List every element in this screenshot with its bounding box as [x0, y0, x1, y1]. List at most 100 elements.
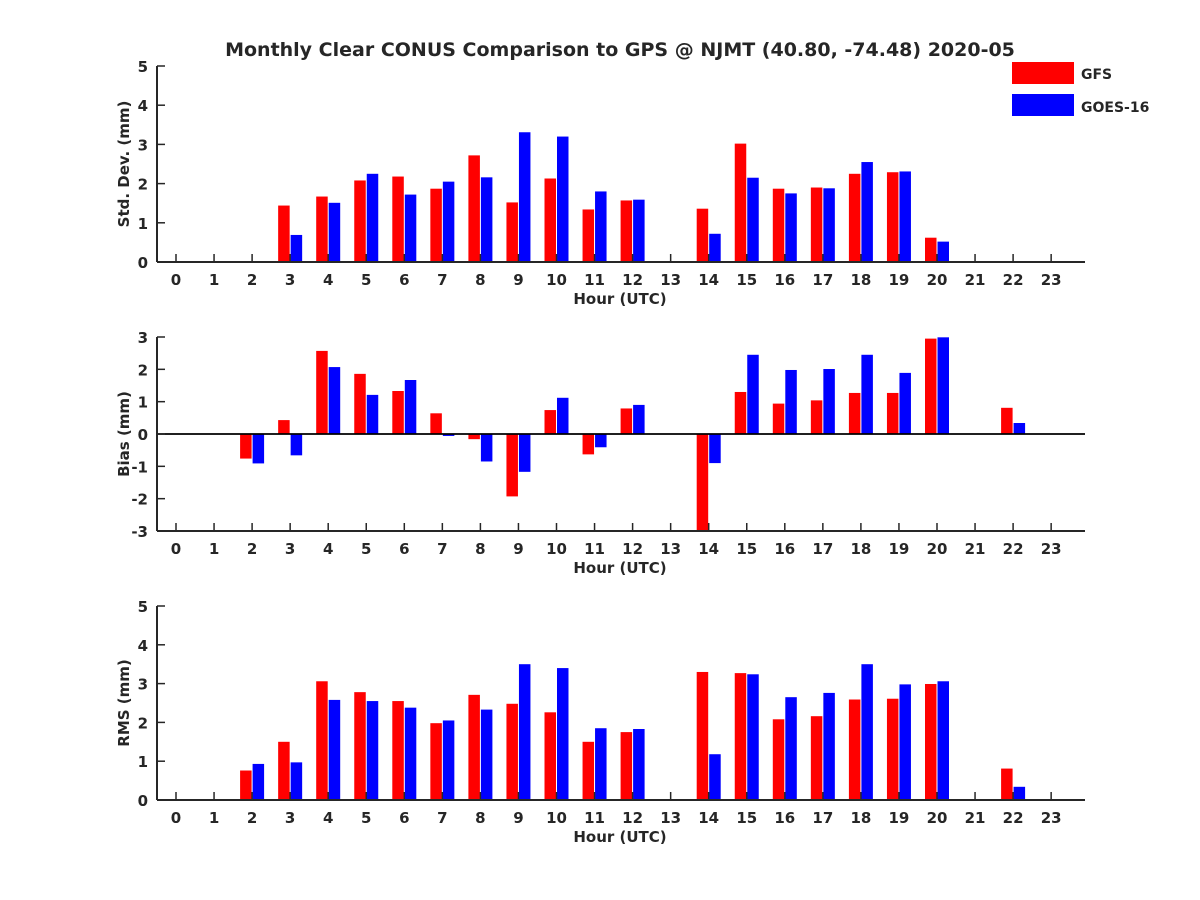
bias-x-tick-label: 15	[736, 540, 757, 558]
bias-x-tick-label: 18	[850, 540, 871, 558]
rms-bar-goes16-9	[518, 664, 531, 800]
rms-x-tick-label: 23	[1041, 809, 1062, 827]
rms-bar-goes16-2	[252, 763, 265, 800]
std-dev-bar-goes16-5	[366, 173, 379, 262]
rms-bar-goes16-11	[595, 728, 607, 800]
bias-bar-gfs-22	[1001, 407, 1013, 434]
bias-bar-goes16-11	[595, 434, 607, 448]
bias-bar-goes16-3	[290, 434, 303, 456]
bias-x-tick-label: 20	[927, 540, 948, 558]
std-dev-bar-gfs-16	[772, 188, 785, 262]
std-dev-y-tick-label: 3	[138, 136, 148, 154]
bias-x-tick-label: 2	[247, 540, 257, 558]
rms-panel: 0 1 2 3 4 5 6 7 8 9 10 11 12 13 14 15 16 17 18 19 20 21 22 2301…	[115, 598, 1085, 846]
std-dev-panel: 0 1 2 3 4 5 6 7 8 9 10 11 12 13 14 15 16 17 18 19 20 21 22 2301…	[115, 58, 1085, 308]
bias-x-tick-label: 14	[698, 540, 719, 558]
bias-x-tick-label: 5	[361, 540, 371, 558]
std-dev-bar-goes16-17	[823, 188, 835, 262]
bias-bar-gfs-12	[620, 408, 633, 434]
std-dev-x-tick-label: 3	[285, 271, 295, 289]
std-dev-bar-gfs-9	[506, 202, 518, 262]
std-dev-bar-goes16-6	[404, 194, 417, 262]
bias-y-axis-label: Bias (mm)	[115, 391, 133, 477]
std-dev-bar-goes16-15	[747, 177, 759, 262]
bias-bar-gfs-20	[925, 338, 937, 434]
std-dev-bar-gfs-4	[316, 196, 328, 262]
std-dev-x-tick-label: 11	[584, 271, 605, 289]
rms-x-tick-label: 11	[584, 809, 605, 827]
rms-x-tick-label: 4	[323, 809, 333, 827]
rms-bar-gfs-8	[468, 694, 480, 800]
rms-bar-gfs-12	[620, 732, 633, 800]
bias-bar-gfs-16	[772, 403, 785, 434]
bias-bar-goes16-9	[518, 434, 531, 472]
bias-bar-gfs-6	[392, 391, 404, 434]
std-dev-bar-gfs-12	[620, 200, 633, 262]
std-dev-x-tick-label: 1	[209, 271, 219, 289]
rms-x-tick-label: 16	[774, 809, 795, 827]
std-dev-bar-gfs-11	[582, 209, 595, 262]
legend-swatch-goes16	[1012, 94, 1074, 116]
bias-x-tick-label: 12	[622, 540, 643, 558]
rms-x-tick-label: 3	[285, 809, 295, 827]
bias-y-tick-label: 0	[138, 426, 148, 444]
std-dev-x-tick-label: 21	[965, 271, 986, 289]
rms-bar-goes16-19	[899, 684, 911, 800]
std-dev-bar-gfs-19	[886, 172, 899, 262]
std-dev-bar-gfs-8	[468, 155, 480, 262]
rms-x-tick-label: 5	[361, 809, 371, 827]
bias-bar-gfs-17	[810, 400, 823, 434]
rms-bar-goes16-8	[480, 709, 493, 800]
bias-y-tick-label: 2	[138, 361, 148, 379]
std-dev-x-axis-label: Hour (UTC)	[573, 290, 666, 308]
rms-x-tick-label: 21	[965, 809, 986, 827]
std-dev-bar-gfs-15	[734, 143, 747, 262]
rms-x-tick-label: 22	[1003, 809, 1024, 827]
std-dev-bar-goes16-7	[442, 181, 455, 262]
rms-y-tick-label: 5	[138, 598, 148, 616]
std-dev-x-tick-label: 2	[247, 271, 257, 289]
bias-x-tick-label: 10	[546, 540, 567, 558]
bias-x-tick-label: 8	[475, 540, 485, 558]
std-dev-bar-gfs-18	[848, 173, 861, 262]
rms-x-tick-label: 1	[209, 809, 219, 827]
std-dev-x-tick-label: 16	[774, 271, 795, 289]
bias-bar-gfs-19	[886, 392, 899, 434]
bias-bar-gfs-5	[354, 373, 366, 434]
rms-bar-gfs-22	[1001, 768, 1013, 800]
std-dev-y-tick-label: 5	[138, 58, 148, 76]
legend-label-gfs: GFS	[1081, 67, 1112, 83]
std-dev-bar-goes16-4	[328, 202, 341, 262]
rms-bar-gfs-2	[240, 770, 252, 800]
std-dev-bar-gfs-7	[430, 188, 442, 262]
rms-x-tick-label: 2	[247, 809, 257, 827]
rms-x-tick-label: 13	[660, 809, 681, 827]
std-dev-bar-gfs-20	[925, 237, 937, 262]
std-dev-bar-goes16-19	[899, 171, 911, 262]
std-dev-x-tick-label: 12	[622, 271, 643, 289]
std-dev-y-tick-label: 0	[138, 254, 148, 272]
rms-bar-gfs-3	[278, 741, 290, 800]
bias-x-tick-label: 4	[323, 540, 333, 558]
bias-bar-goes16-16	[785, 369, 797, 434]
rms-x-axis-label: Hour (UTC)	[573, 828, 666, 846]
std-dev-x-tick-label: 9	[513, 271, 523, 289]
rms-bar-goes16-17	[823, 692, 835, 800]
rms-bar-gfs-16	[772, 719, 785, 800]
std-dev-x-tick-label: 14	[698, 271, 719, 289]
rms-bar-gfs-19	[886, 698, 899, 800]
bias-bar-gfs-18	[848, 392, 861, 434]
std-dev-x-tick-label: 20	[927, 271, 948, 289]
bias-bar-gfs-11	[582, 434, 595, 455]
std-dev-x-tick-label: 18	[850, 271, 871, 289]
legend-swatch-gfs	[1012, 62, 1074, 84]
bias-y-tick-label: 1	[138, 394, 148, 412]
std-dev-bar-gfs-6	[392, 176, 404, 262]
bias-x-tick-label: 1	[209, 540, 219, 558]
rms-bar-gfs-18	[848, 699, 861, 800]
std-dev-bar-goes16-14	[709, 233, 721, 262]
rms-x-tick-label: 19	[889, 809, 910, 827]
rms-bar-goes16-7	[442, 720, 455, 800]
bias-bar-gfs-14	[696, 434, 709, 531]
legend: GFS GOES-16	[1012, 62, 1149, 116]
